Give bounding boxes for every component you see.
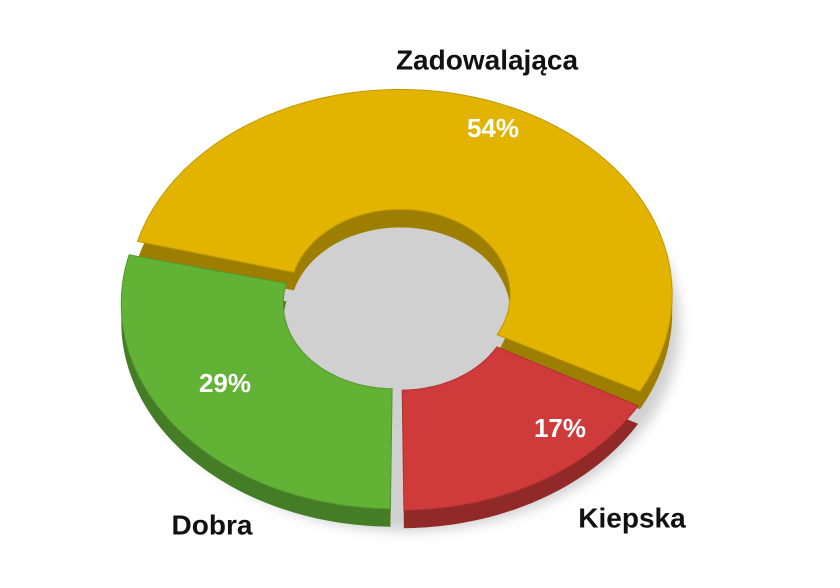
value-label: 54%	[467, 113, 519, 143]
value-label: 29%	[199, 368, 251, 398]
category-label: Kiepska	[578, 502, 686, 533]
slice	[401, 346, 639, 511]
slice	[120, 254, 393, 510]
value-label: 17%	[534, 413, 586, 443]
labels: Dobra 29% Zadowalająca 54% Kiepska 17%	[172, 44, 687, 540]
category-label: Zadowalająca	[396, 44, 579, 75]
slice	[136, 88, 673, 392]
category-label: Dobra	[172, 509, 253, 540]
slice-tops	[120, 88, 673, 511]
